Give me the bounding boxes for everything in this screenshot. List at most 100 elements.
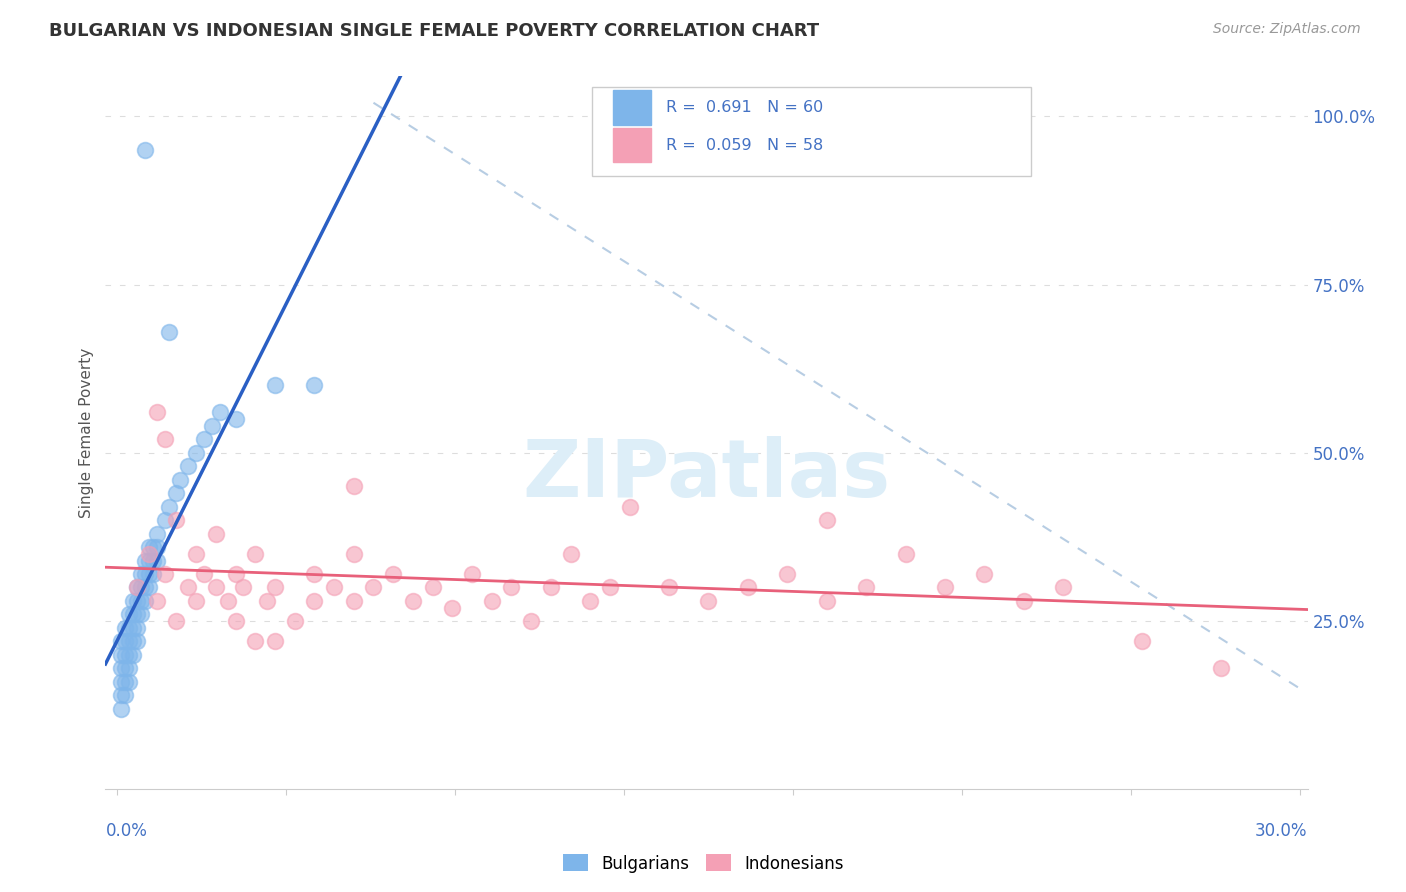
Point bbox=[184, 594, 207, 608]
Point bbox=[208, 405, 231, 419]
Point bbox=[363, 581, 385, 595]
Y-axis label: Single Female Poverty: Single Female Poverty bbox=[79, 348, 94, 517]
Point bbox=[125, 621, 148, 635]
Point bbox=[441, 600, 464, 615]
Point bbox=[422, 581, 444, 595]
Point bbox=[177, 581, 200, 595]
Point bbox=[264, 634, 287, 648]
Point bbox=[153, 566, 176, 581]
Point bbox=[118, 634, 141, 648]
Point bbox=[125, 594, 148, 608]
Point bbox=[256, 594, 278, 608]
Text: R =  0.691   N = 60: R = 0.691 N = 60 bbox=[665, 100, 823, 115]
Text: Source: ZipAtlas.com: Source: ZipAtlas.com bbox=[1213, 22, 1361, 37]
Point bbox=[122, 594, 145, 608]
Text: ZIPatlas: ZIPatlas bbox=[523, 436, 890, 515]
Point bbox=[204, 526, 226, 541]
Point bbox=[264, 378, 287, 392]
Point bbox=[153, 433, 176, 447]
Point bbox=[776, 566, 799, 581]
Point bbox=[145, 526, 167, 541]
Text: R =  0.059   N = 58: R = 0.059 N = 58 bbox=[665, 137, 823, 153]
Point bbox=[114, 688, 136, 702]
Point bbox=[145, 553, 167, 567]
Point bbox=[165, 486, 187, 500]
Point bbox=[245, 634, 267, 648]
Text: BULGARIAN VS INDONESIAN SINGLE FEMALE POVERTY CORRELATION CHART: BULGARIAN VS INDONESIAN SINGLE FEMALE PO… bbox=[49, 22, 820, 40]
Point bbox=[125, 634, 148, 648]
Point bbox=[232, 581, 254, 595]
Point bbox=[134, 143, 156, 157]
Point bbox=[934, 581, 956, 595]
Point bbox=[138, 553, 160, 567]
Point bbox=[201, 418, 224, 433]
Point bbox=[1012, 594, 1035, 608]
Point bbox=[157, 500, 180, 514]
Point bbox=[118, 621, 141, 635]
Point bbox=[129, 581, 152, 595]
Point bbox=[110, 661, 132, 675]
Point bbox=[165, 513, 187, 527]
Point bbox=[142, 553, 165, 567]
Point bbox=[619, 500, 641, 514]
Point bbox=[193, 433, 215, 447]
Point bbox=[114, 648, 136, 662]
Point bbox=[114, 621, 136, 635]
Point bbox=[134, 566, 156, 581]
Point bbox=[193, 566, 215, 581]
Point bbox=[1209, 661, 1232, 675]
Point bbox=[184, 446, 207, 460]
Point bbox=[855, 581, 877, 595]
Point bbox=[658, 581, 681, 595]
Point bbox=[225, 412, 247, 426]
Point bbox=[815, 513, 838, 527]
Point bbox=[114, 634, 136, 648]
Point bbox=[142, 566, 165, 581]
Point bbox=[134, 553, 156, 567]
Point bbox=[501, 581, 523, 595]
Point bbox=[125, 607, 148, 622]
Legend: Bulgarians, Indonesians: Bulgarians, Indonesians bbox=[555, 847, 851, 880]
Point bbox=[169, 473, 191, 487]
Point bbox=[129, 607, 152, 622]
Point bbox=[304, 594, 326, 608]
Point bbox=[225, 566, 247, 581]
Point bbox=[579, 594, 602, 608]
Point bbox=[145, 594, 167, 608]
Point bbox=[110, 634, 132, 648]
Point bbox=[125, 581, 148, 595]
Point bbox=[110, 674, 132, 689]
Point bbox=[157, 325, 180, 339]
Point bbox=[284, 614, 307, 628]
Point bbox=[323, 581, 346, 595]
Text: 0.0%: 0.0% bbox=[105, 822, 148, 840]
Bar bbox=[613, 128, 651, 162]
Point bbox=[110, 688, 132, 702]
Point bbox=[138, 540, 160, 554]
Point bbox=[520, 614, 543, 628]
Point bbox=[343, 547, 366, 561]
Point bbox=[134, 581, 156, 595]
Point bbox=[122, 648, 145, 662]
Point bbox=[153, 513, 176, 527]
Point bbox=[118, 607, 141, 622]
Point bbox=[343, 594, 366, 608]
Point bbox=[264, 581, 287, 595]
Point bbox=[184, 547, 207, 561]
Point bbox=[225, 614, 247, 628]
Point bbox=[245, 547, 267, 561]
Point bbox=[304, 378, 326, 392]
Point bbox=[122, 621, 145, 635]
Point bbox=[540, 581, 562, 595]
Point bbox=[122, 634, 145, 648]
Point bbox=[122, 607, 145, 622]
Point bbox=[973, 566, 995, 581]
Point bbox=[304, 566, 326, 581]
Point bbox=[118, 674, 141, 689]
Point bbox=[134, 594, 156, 608]
Point bbox=[129, 566, 152, 581]
Point bbox=[204, 581, 226, 595]
Point bbox=[894, 547, 917, 561]
Point bbox=[145, 405, 167, 419]
Bar bbox=[613, 90, 651, 125]
